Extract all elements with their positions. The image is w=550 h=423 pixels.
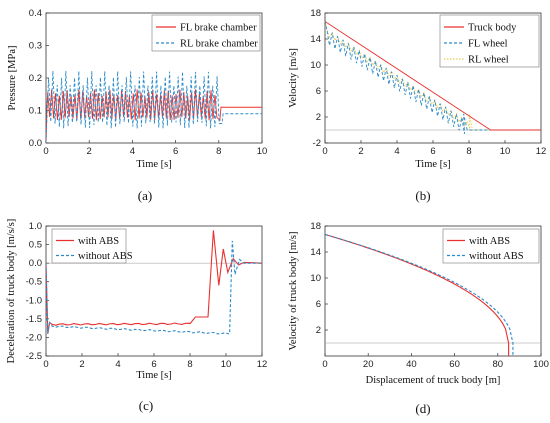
legend-label-b-2: FL wheel	[468, 39, 508, 50]
x-tick-label-b: 10	[500, 146, 511, 157]
y-tick-label-b: 10	[310, 60, 321, 71]
legend-label-a-1: FL brake chamber	[180, 23, 257, 34]
x-tick-label-a: 2	[87, 146, 92, 157]
x-tick-label-b: 8	[466, 146, 471, 157]
y-axis-label-b: Velocity [m/s]	[288, 48, 299, 108]
y-tick-label-b: -2	[313, 138, 321, 149]
y-tick-label-b: 18	[310, 8, 321, 19]
y-tick-label-d: 2	[316, 325, 321, 336]
x-tick-label-b: 2	[358, 146, 363, 157]
chart-panel-a: Time [s] Pressure [MPa] (a) 0 2 4 6 8 10 0.0 0.…	[7, 8, 267, 203]
y-tick-label-b: 6	[316, 86, 321, 97]
y-tick-label-c: 0.0	[29, 258, 42, 269]
x-axis-label-a: Time [s]	[136, 159, 172, 170]
x-tick-label-a: 4	[130, 146, 135, 157]
x-tick-label-b: 12	[536, 146, 547, 157]
y-tick-label-a: 0.1	[29, 106, 42, 117]
x-axis-label-b: Time [s]	[415, 159, 451, 170]
y-tick-label-c: -1.5	[26, 314, 42, 325]
x-tick-label-a: 10	[257, 146, 268, 157]
chart-panel-c: Time [s] Deceleration of truck body [m/s…	[6, 219, 267, 413]
x-tick-label-b: 0	[322, 146, 327, 157]
y-tick-label-a: 0.3	[29, 41, 42, 52]
series-line-c-1	[46, 230, 262, 334]
y-tick-label-b: 14	[310, 34, 321, 45]
x-tick-label-d: 80	[493, 359, 504, 370]
series-line-a-2	[46, 70, 262, 143]
x-tick-label-c: 12	[257, 359, 268, 370]
x-tick-label-c: 8	[187, 359, 192, 370]
y-tick-label-c: -2.5	[26, 351, 42, 362]
y-tick-label-a: 0.2	[29, 73, 42, 84]
legend-label-a-2: RL brake chamber	[180, 39, 258, 50]
series-line-d-2	[325, 233, 514, 356]
x-tick-label-b: 6	[430, 146, 435, 157]
legend-box-c	[51, 228, 127, 264]
x-tick-label-d: 40	[406, 359, 417, 370]
y-tick-label-a: 0.4	[29, 8, 42, 19]
x-tick-label-b: 4	[394, 146, 399, 157]
panel-label-b: (b)	[415, 188, 430, 203]
x-tick-label-d: 20	[363, 359, 374, 370]
legend-label-c-1: with ABS	[78, 236, 119, 247]
panel-label-d: (d)	[415, 401, 430, 416]
x-axis-label-c: Time [s]	[136, 370, 172, 381]
series-line-b-1	[325, 21, 541, 131]
y-tick-label-c: 1.0	[29, 221, 42, 232]
panel-label-c: (c)	[139, 398, 153, 413]
legend-box-d	[442, 228, 540, 264]
x-tick-label-c: 10	[221, 359, 232, 370]
x-tick-label-d: 100	[533, 359, 549, 370]
x-tick-label-a: 0	[43, 146, 48, 157]
x-tick-label-a: 8	[216, 146, 221, 157]
x-tick-label-c: 4	[115, 359, 120, 370]
legend-box-b	[439, 14, 540, 68]
x-axis-label-d: Displacement of truck body [m]	[366, 375, 501, 386]
legend-label-b-1: Truck body	[468, 23, 517, 34]
x-tick-label-c: 6	[151, 359, 156, 370]
y-tick-label-c: -2.0	[26, 332, 42, 343]
x-tick-label-c: 0	[43, 359, 48, 370]
y-tick-label-c: -0.5	[26, 277, 42, 288]
legend-label-c-2: without ABS	[78, 251, 133, 262]
chart-panel-b: Time [s] Velocity [m/s] (b) 0 2 4 6 8 10 12 -2 2…	[288, 8, 546, 203]
legend-box-a	[151, 14, 261, 52]
y-axis-label-a: Pressure [MPa]	[7, 45, 18, 110]
y-tick-label-d: 14	[310, 247, 321, 258]
y-tick-label-d: 10	[310, 273, 321, 284]
legend-label-d-2: without ABS	[469, 251, 524, 262]
series-line-c-2	[46, 240, 262, 335]
panel-label-a: (a)	[138, 188, 152, 203]
x-tick-label-d: 0	[322, 359, 327, 370]
y-tick-label-d: 18	[310, 221, 321, 232]
y-tick-label-c: -1.0	[26, 295, 42, 306]
y-tick-label-b: 2	[316, 112, 321, 123]
y-axis-label-d: Velocity of truck body [m/s]	[288, 232, 299, 351]
y-tick-label-d: 6	[316, 299, 321, 310]
y-tick-label-c: 0.5	[29, 240, 42, 251]
y-axis-label-c: Deceleration of truck body [m/s/s]	[6, 219, 17, 364]
legend-label-d-1: with ABS	[469, 236, 510, 247]
x-tick-label-d: 60	[449, 359, 460, 370]
chart-panel-d: Displacement of truck body [m] Velocity …	[288, 221, 549, 416]
legend-label-b-3: RL wheel	[468, 55, 509, 66]
x-tick-label-a: 6	[173, 146, 178, 157]
y-tick-label-a: 0.0	[29, 138, 42, 149]
x-tick-label-c: 2	[79, 359, 84, 370]
